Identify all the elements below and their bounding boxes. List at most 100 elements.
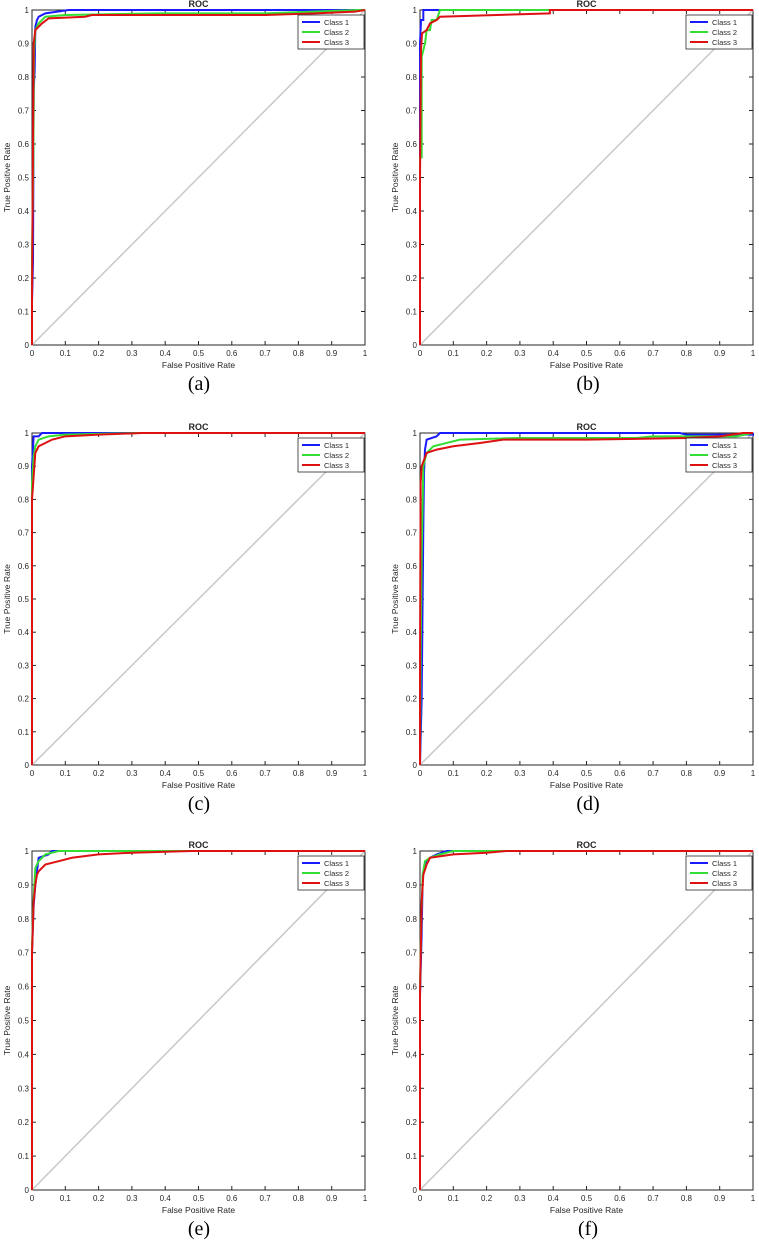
y-tick-label: 0 xyxy=(413,761,418,770)
x-tick-label: 0.4 xyxy=(160,1194,172,1203)
legend-entry: Class 3 xyxy=(324,461,349,470)
chance-diagonal-line xyxy=(31,432,366,766)
roc-curve-class-3 xyxy=(419,9,753,345)
y-tick-label: 0.3 xyxy=(406,1084,418,1093)
legend-entry: Class 1 xyxy=(712,441,737,450)
y-tick-label: 0.9 xyxy=(18,462,30,471)
x-tick-label: 0.5 xyxy=(193,1194,205,1203)
y-tick-label: 0.3 xyxy=(406,661,418,670)
y-tick-label: 0.4 xyxy=(406,1050,418,1059)
legend-entry: Class 3 xyxy=(712,38,737,47)
chart-title: ROC xyxy=(189,0,210,9)
y-tick-label: 0.2 xyxy=(406,695,418,704)
x-tick-label: 0.4 xyxy=(160,349,172,358)
x-tick-label: 0.1 xyxy=(448,1194,460,1203)
x-tick-label: 0.9 xyxy=(714,349,726,358)
y-tick-label: 0.3 xyxy=(406,241,418,250)
y-tick-label: 0.6 xyxy=(18,983,30,992)
x-tick-label: 1 xyxy=(751,1194,756,1203)
x-tick-label: 0.7 xyxy=(648,1194,660,1203)
y-tick-label: 0.4 xyxy=(18,207,30,216)
y-tick-label: 0 xyxy=(413,1186,418,1195)
y-axis-label: True Positive Rate xyxy=(390,564,400,634)
y-tick-label: 0.7 xyxy=(406,949,418,958)
legend-entry: Class 2 xyxy=(324,869,349,878)
x-tick-label: 0.6 xyxy=(614,1194,626,1203)
x-tick-label: 0.4 xyxy=(160,769,172,778)
y-axis-label: True Positive Rate xyxy=(390,985,400,1055)
chance-diagonal-line xyxy=(419,432,754,766)
x-tick-label: 0 xyxy=(30,1194,35,1203)
x-tick-label: 0.1 xyxy=(60,349,72,358)
y-tick-label: 0.9 xyxy=(406,40,418,49)
x-tick-label: 0.5 xyxy=(581,349,593,358)
x-tick-label: 0.7 xyxy=(260,769,272,778)
y-tick-label: 0 xyxy=(25,1186,30,1195)
y-tick-label: 0.5 xyxy=(18,1017,30,1026)
legend-entry: Class 2 xyxy=(712,451,737,460)
y-tick-label: 0.8 xyxy=(406,915,418,924)
x-tick-label: 0.5 xyxy=(581,1194,593,1203)
x-tick-label: 0.3 xyxy=(514,1194,526,1203)
y-tick-label: 0.5 xyxy=(18,174,30,183)
y-tick-label: 0.8 xyxy=(406,495,418,504)
x-tick-label: 0.1 xyxy=(60,769,72,778)
x-tick-label: 0.9 xyxy=(326,769,338,778)
x-tick-label: 0.8 xyxy=(681,1194,693,1203)
roc-curve-class-3 xyxy=(31,9,366,345)
chart-title: ROC xyxy=(577,0,598,9)
y-tick-label: 0.1 xyxy=(406,728,418,737)
x-tick-label: 0.1 xyxy=(448,349,460,358)
x-tick-label: 0 xyxy=(30,769,35,778)
y-tick-label: 0.6 xyxy=(406,562,418,571)
x-tick-label: 0.9 xyxy=(714,769,726,778)
y-tick-label: 0.1 xyxy=(18,308,30,317)
legend-entry: Class 3 xyxy=(324,879,349,888)
legend-entry: Class 3 xyxy=(324,38,349,47)
x-tick-label: 0.3 xyxy=(126,349,138,358)
y-tick-label: 1 xyxy=(25,847,30,856)
x-tick-label: 0.3 xyxy=(126,769,138,778)
y-tick-label: 0.7 xyxy=(18,107,30,116)
legend-entry: Class 1 xyxy=(712,859,737,868)
y-tick-label: 0.6 xyxy=(406,983,418,992)
y-tick-label: 0.7 xyxy=(18,949,30,958)
roc-panel: 00 0.1 0.1 0.2 0.2 0.3 0.3 0.4 0.4 0.5 0.5 0.6 0.6 0.… xyxy=(2,422,368,815)
chart-title: ROC xyxy=(577,840,598,850)
legend-entry: Class 1 xyxy=(324,859,349,868)
y-tick-label: 0.4 xyxy=(406,628,418,637)
y-tick-label: 0.5 xyxy=(406,1017,418,1026)
roc-panel: 00 0.1 0.1 0.2 0.2 0.3 0.3 0.4 0.4 0.5 0.5 0.6 0.6 0.… xyxy=(390,422,756,815)
y-tick-label: 0.2 xyxy=(18,1118,30,1127)
y-axis-label: True Positive Rate xyxy=(2,985,12,1055)
chart-title: ROC xyxy=(577,422,598,432)
x-tick-label: 0.6 xyxy=(614,349,626,358)
x-tick-label: 1 xyxy=(751,349,756,358)
y-tick-label: 0.1 xyxy=(406,308,418,317)
x-tick-label: 0.2 xyxy=(93,769,105,778)
x-tick-label: 0.3 xyxy=(126,1194,138,1203)
chance-diagonal-line xyxy=(419,850,754,1191)
x-tick-label: 0.8 xyxy=(293,769,305,778)
chance-diagonal-line xyxy=(419,9,754,346)
x-tick-label: 0.2 xyxy=(93,349,105,358)
x-tick-label: 0.4 xyxy=(548,769,560,778)
y-tick-label: 0.2 xyxy=(406,1118,418,1127)
x-tick-label: 0.3 xyxy=(514,769,526,778)
x-tick-label: 0.6 xyxy=(226,769,238,778)
x-tick-label: 1 xyxy=(363,769,368,778)
x-tick-label: 0.2 xyxy=(481,349,493,358)
y-axis-label: True Positive Rate xyxy=(390,142,400,212)
x-tick-label: 1 xyxy=(751,769,756,778)
roc-curve-class-3 xyxy=(419,850,753,1190)
x-tick-label: 0.2 xyxy=(481,1194,493,1203)
legend-entry: Class 1 xyxy=(324,18,349,27)
y-tick-label: 0.9 xyxy=(18,40,30,49)
y-tick-label: 0.5 xyxy=(406,595,418,604)
x-tick-label: 0.7 xyxy=(648,769,660,778)
x-tick-label: 0.2 xyxy=(481,769,493,778)
x-axis-label: False Positive Rate xyxy=(550,1205,623,1215)
roc-curve-class-3 xyxy=(31,850,365,1190)
